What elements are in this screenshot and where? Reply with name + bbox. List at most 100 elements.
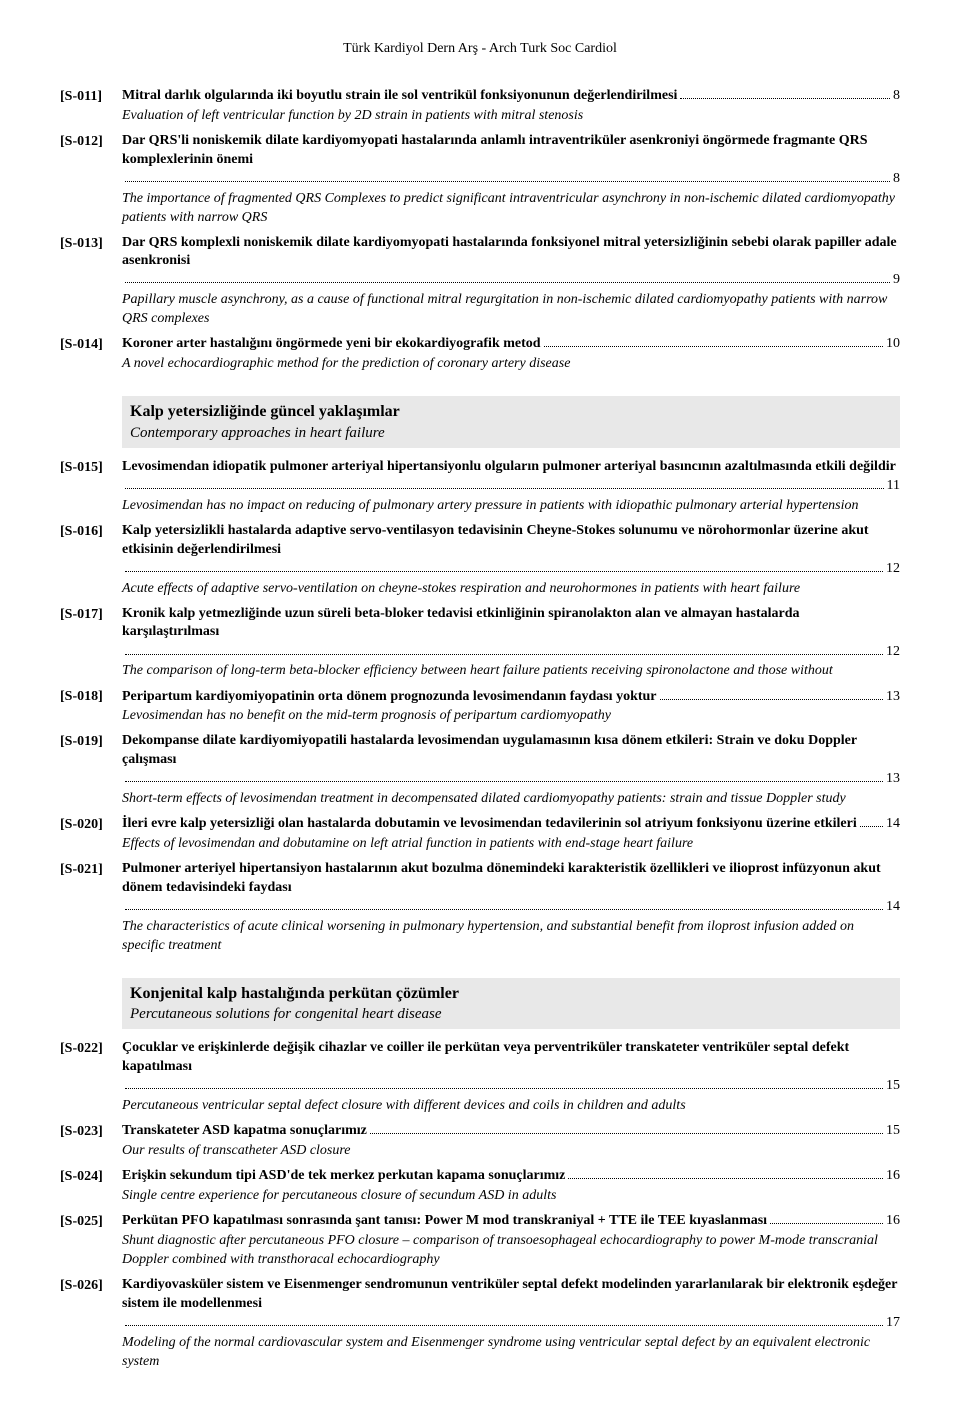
entry-title: Dekompanse dilate kardiyomiyopatili hast…: [122, 732, 900, 770]
entry-subtitle: Papillary muscle asynchrony, as a cause …: [122, 291, 900, 329]
entry-title-row: Çocuklar ve erişkinlerde değişik cihazla…: [122, 1039, 900, 1096]
leader-dots: [544, 335, 883, 347]
entry-content: Kardiyovasküler sistem ve Eisenmenger se…: [122, 1276, 900, 1372]
toc-entry: [S-024]Erişkin sekundum tipi ASD'de tek …: [60, 1167, 900, 1206]
entry-title: Transkateter ASD kapatma sonuçlarımız: [122, 1122, 367, 1141]
entry-subtitle: A novel echocardiographic method for the…: [122, 355, 900, 374]
entry-title-row: Koroner arter hastalığını öngörmede yeni…: [122, 335, 900, 354]
leader-dots: [125, 170, 890, 182]
section-subtitle: Percutaneous solutions for congenital he…: [130, 1004, 892, 1024]
entry-subtitle: Acute effects of adaptive servo-ventilat…: [122, 580, 900, 599]
entry-title: Peripartum kardiyomiyopatinin orta dönem…: [122, 688, 657, 707]
entry-title-row: Mitral darlık olgularında iki boyutlu st…: [122, 87, 900, 106]
entry-page: 16: [886, 1167, 900, 1186]
entry-title-row: Erişkin sekundum tipi ASD'de tek merkez …: [122, 1167, 900, 1186]
leader-dots: [125, 271, 890, 283]
leader-dots: [680, 87, 890, 99]
entry-content: Pulmoner arteriyel hipertansiyon hastala…: [122, 860, 900, 956]
entry-subtitle: The comparison of long-term beta-blocker…: [122, 662, 900, 681]
leader-dots: [125, 560, 883, 572]
entry-page: 9: [893, 271, 900, 290]
entry-code: [S-023]: [60, 1122, 122, 1161]
entry-page: 17: [886, 1314, 900, 1333]
entry-title: Perkütan PFO kapatılması sonrasında şant…: [122, 1212, 767, 1231]
entry-content: Perkütan PFO kapatılması sonrasında şant…: [122, 1212, 900, 1270]
entry-page: 8: [893, 170, 900, 189]
entry-page: 14: [886, 898, 900, 917]
entry-title: Kalp yetersizlikli hastalarda adaptive s…: [122, 522, 900, 560]
entry-title-row: Transkateter ASD kapatma sonuçlarımız 15: [122, 1122, 900, 1141]
entry-subtitle: Single centre experience for percutaneou…: [122, 1187, 900, 1206]
leader-dots: [125, 642, 883, 654]
entry-content: İleri evre kalp yetersizliği olan hastal…: [122, 815, 900, 854]
entry-page: 15: [886, 1122, 900, 1141]
entry-subtitle: Modeling of the normal cardiovascular sy…: [122, 1334, 900, 1372]
entry-code: [S-020]: [60, 815, 122, 854]
toc-entry: [S-014]Koroner arter hastalığını öngörme…: [60, 335, 900, 374]
entry-title-row: Dar QRS'li noniskemik dilate kardiyomyop…: [122, 132, 900, 189]
entry-page: 10: [886, 335, 900, 354]
entry-title: Kardiyovasküler sistem ve Eisenmenger se…: [122, 1276, 900, 1314]
entry-content: Koroner arter hastalığını öngörmede yeni…: [122, 335, 900, 374]
journal-header: Türk Kardiyol Dern Arş - Arch Turk Soc C…: [60, 40, 900, 59]
entry-content: Dekompanse dilate kardiyomiyopatili hast…: [122, 732, 900, 809]
entry-title: Koroner arter hastalığını öngörmede yeni…: [122, 335, 541, 354]
leader-dots: [125, 1077, 883, 1089]
leader-dots: [125, 477, 884, 489]
entry-page: 13: [886, 770, 900, 789]
section-title: Kalp yetersizliğinde güncel yaklaşımlar: [130, 401, 892, 423]
entry-page: 11: [887, 477, 900, 496]
entry-code: [S-016]: [60, 522, 122, 599]
entry-content: Transkateter ASD kapatma sonuçlarımız15O…: [122, 1122, 900, 1161]
entry-title-row: Perkütan PFO kapatılması sonrasında şant…: [122, 1212, 900, 1231]
leader-dots: [125, 770, 883, 782]
entry-content: Dar QRS'li noniskemik dilate kardiyomyop…: [122, 132, 900, 228]
leader-dots: [660, 687, 883, 699]
entries-group-b: [S-015]Levosimendan idiopatik pulmoner a…: [60, 458, 900, 956]
toc-entry: [S-023]Transkateter ASD kapatma sonuçlar…: [60, 1122, 900, 1161]
toc-entry: [S-016]Kalp yetersizlikli hastalarda ada…: [60, 522, 900, 599]
entry-title: Kronik kalp yetmezliğinde uzun süreli be…: [122, 605, 900, 643]
entry-page: 16: [886, 1212, 900, 1231]
entry-code: [S-019]: [60, 732, 122, 809]
entry-content: Levosimendan idiopatik pulmoner arteriya…: [122, 458, 900, 516]
entry-code: [S-013]: [60, 234, 122, 330]
section-subtitle: Contemporary approaches in heart failure: [130, 423, 892, 443]
entry-code: [S-022]: [60, 1039, 122, 1116]
entry-page: 8: [893, 87, 900, 106]
entry-content: Peripartum kardiyomiyopatinin orta dönem…: [122, 687, 900, 726]
entry-title-row: Kalp yetersizlikli hastalarda adaptive s…: [122, 522, 900, 579]
entry-subtitle: The characteristics of acute clinical wo…: [122, 918, 900, 956]
entry-subtitle: The importance of fragmented QRS Complex…: [122, 190, 900, 228]
leader-dots: [125, 898, 883, 910]
entry-title: İleri evre kalp yetersizliği olan hastal…: [122, 815, 857, 834]
entry-page: 12: [886, 643, 900, 662]
entry-code: [S-024]: [60, 1167, 122, 1206]
entry-code: [S-015]: [60, 458, 122, 516]
entry-code: [S-017]: [60, 605, 122, 682]
toc-entry: [S-025]Perkütan PFO kapatılması sonrasın…: [60, 1212, 900, 1270]
entry-content: Erişkin sekundum tipi ASD'de tek merkez …: [122, 1167, 900, 1206]
entry-page: 15: [886, 1077, 900, 1096]
entry-content: Dar QRS komplexli noniskemik dilate kard…: [122, 234, 900, 330]
leader-dots: [860, 815, 883, 827]
toc-entry: [S-026]Kardiyovasküler sistem ve Eisenme…: [60, 1276, 900, 1372]
entry-subtitle: Levosimendan has no impact on reducing o…: [122, 497, 900, 516]
toc-entry: [S-017]Kronik kalp yetmezliğinde uzun sü…: [60, 605, 900, 682]
toc-entry: [S-012]Dar QRS'li noniskemik dilate kard…: [60, 132, 900, 228]
entry-title: Levosimendan idiopatik pulmoner arteriya…: [122, 458, 896, 477]
entry-code: [S-025]: [60, 1212, 122, 1270]
entries-group-c: [S-022]Çocuklar ve erişkinlerde değişik …: [60, 1039, 900, 1371]
entry-code: [S-014]: [60, 335, 122, 374]
toc-entry: [S-013]Dar QRS komplexli noniskemik dila…: [60, 234, 900, 330]
toc-entry: [S-019]Dekompanse dilate kardiyomiyopati…: [60, 732, 900, 809]
entry-title-row: Dekompanse dilate kardiyomiyopatili hast…: [122, 732, 900, 789]
entry-content: Kronik kalp yetmezliğinde uzun süreli be…: [122, 605, 900, 682]
entry-title-row: İleri evre kalp yetersizliği olan hastal…: [122, 815, 900, 834]
entry-title: Dar QRS'li noniskemik dilate kardiyomyop…: [122, 132, 900, 170]
toc-entry: [S-018]Peripartum kardiyomiyopatinin ort…: [60, 687, 900, 726]
entry-subtitle: Short-term effects of levosimendan treat…: [122, 790, 900, 809]
entry-content: Çocuklar ve erişkinlerde değişik cihazla…: [122, 1039, 900, 1116]
entry-code: [S-026]: [60, 1276, 122, 1372]
entry-content: Kalp yetersizlikli hastalarda adaptive s…: [122, 522, 900, 599]
